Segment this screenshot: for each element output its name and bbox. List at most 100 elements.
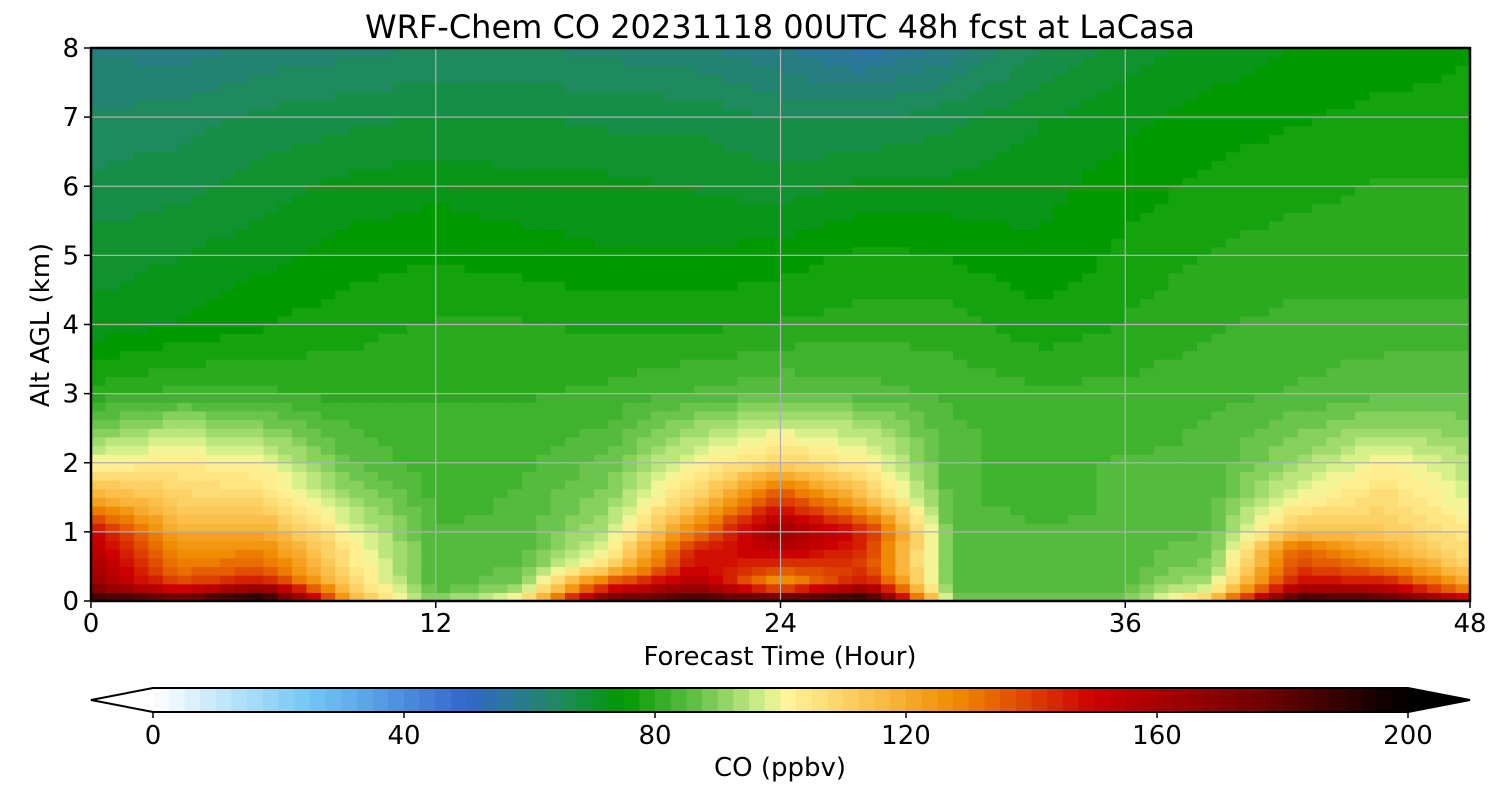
heatmap-cell [794,350,810,360]
heatmap-cell [1254,298,1270,308]
heatmap-cell [909,255,925,265]
heatmap-cell [1197,298,1213,308]
heatmap-cell [881,583,897,593]
heatmap-cell [1110,592,1126,602]
heatmap-cell [1067,480,1083,490]
heatmap-cell [622,462,638,472]
heatmap-cell [751,557,767,568]
heatmap-cell [694,289,710,300]
heatmap-cell [177,549,193,559]
heatmap-cell [723,220,738,231]
heatmap-cell [320,540,336,550]
heatmap-cell [1426,549,1442,559]
heatmap-cell [335,307,351,317]
heatmap-cell [823,229,839,239]
heatmap-cell [536,419,552,429]
heatmap-cell [277,497,293,507]
heatmap-cell [809,160,825,170]
heatmap-cell [608,324,624,334]
heatmap-cell [1039,575,1055,585]
heatmap-cell [435,333,451,343]
heatmap-cell [981,203,997,213]
heatmap-cell [1197,307,1213,317]
heatmap-cell [1398,575,1414,585]
heatmap-cell [780,402,796,412]
heatmap-cell [1082,307,1098,317]
heatmap-cell [1010,194,1026,205]
heatmap-cell [407,272,422,282]
heatmap-cell [320,350,336,360]
heatmap-cell [909,367,925,377]
heatmap-cell [1082,324,1098,334]
heatmap-cell [407,324,422,334]
heatmap-cell [1153,333,1169,343]
heatmap-cell [1455,428,1471,438]
heatmap-cell [866,531,882,542]
heatmap-cell [507,514,523,524]
heatmap-cell [1240,315,1256,326]
heatmap-cell [1153,246,1169,256]
heatmap-cell [881,393,897,403]
heatmap-cell [1010,575,1026,585]
heatmap-cell [766,531,782,542]
heatmap-cell [507,454,523,464]
heatmap-cell [823,367,839,377]
heatmap-cell [421,540,437,550]
heatmap-cell [550,419,566,429]
heatmap-cell [1426,315,1442,326]
heatmap-cell [119,575,135,585]
heatmap-cell [622,497,638,507]
heatmap-cell [565,359,580,369]
heatmap-cell [91,462,106,472]
heatmap-cell [593,289,609,300]
heatmap-cell [1110,194,1126,205]
heatmap-cell [1039,151,1055,161]
heatmap-cell [1096,177,1112,187]
heatmap-cell [1383,566,1399,576]
heatmap-cell [866,367,882,377]
heatmap-cell [119,592,135,602]
heatmap-cell [1211,264,1227,274]
heatmap-cell [421,462,437,472]
heatmap-cell [636,575,652,585]
heatmap-cell [1383,264,1399,274]
heatmap-cell [565,203,580,213]
heatmap-cell [565,402,580,412]
heatmap-cell [320,514,336,524]
heatmap-cell [809,575,825,585]
heatmap-cell [924,592,940,602]
heatmap-cell [723,151,738,161]
heatmap-cell [1297,488,1313,498]
heatmap-cell [1297,160,1313,170]
heatmap-cell [1355,523,1371,533]
heatmap-cell [1182,341,1198,352]
heatmap-cell [421,324,437,334]
heatmap-cell [306,151,322,161]
heatmap-cell [809,151,825,161]
heatmap-cell [780,177,796,187]
heatmap-cell [593,462,609,472]
heatmap-cell [105,505,121,516]
heatmap-cell [579,238,595,248]
heatmap-cell [938,151,954,161]
heatmap-cell [1110,480,1126,490]
heatmap-cell [694,177,710,187]
heatmap-cell [191,566,207,576]
heatmap-cell [249,168,264,179]
heatmap-cell [622,350,638,360]
heatmap-cell [881,246,897,256]
heatmap-cell [636,367,652,377]
heatmap-cell [119,583,135,593]
heatmap-cell [1125,531,1141,542]
heatmap-cell [277,359,293,369]
heatmap-cell [1125,289,1141,300]
heatmap-cell [794,428,810,438]
heatmap-cell [1225,583,1241,593]
heatmap-cell [1182,298,1198,308]
heatmap-cell [952,341,968,352]
heatmap-cell [1398,376,1414,386]
heatmap-cell [277,350,293,360]
heatmap-cell [464,384,480,395]
heatmap-cell [1225,298,1241,308]
heatmap-cell [766,410,782,421]
